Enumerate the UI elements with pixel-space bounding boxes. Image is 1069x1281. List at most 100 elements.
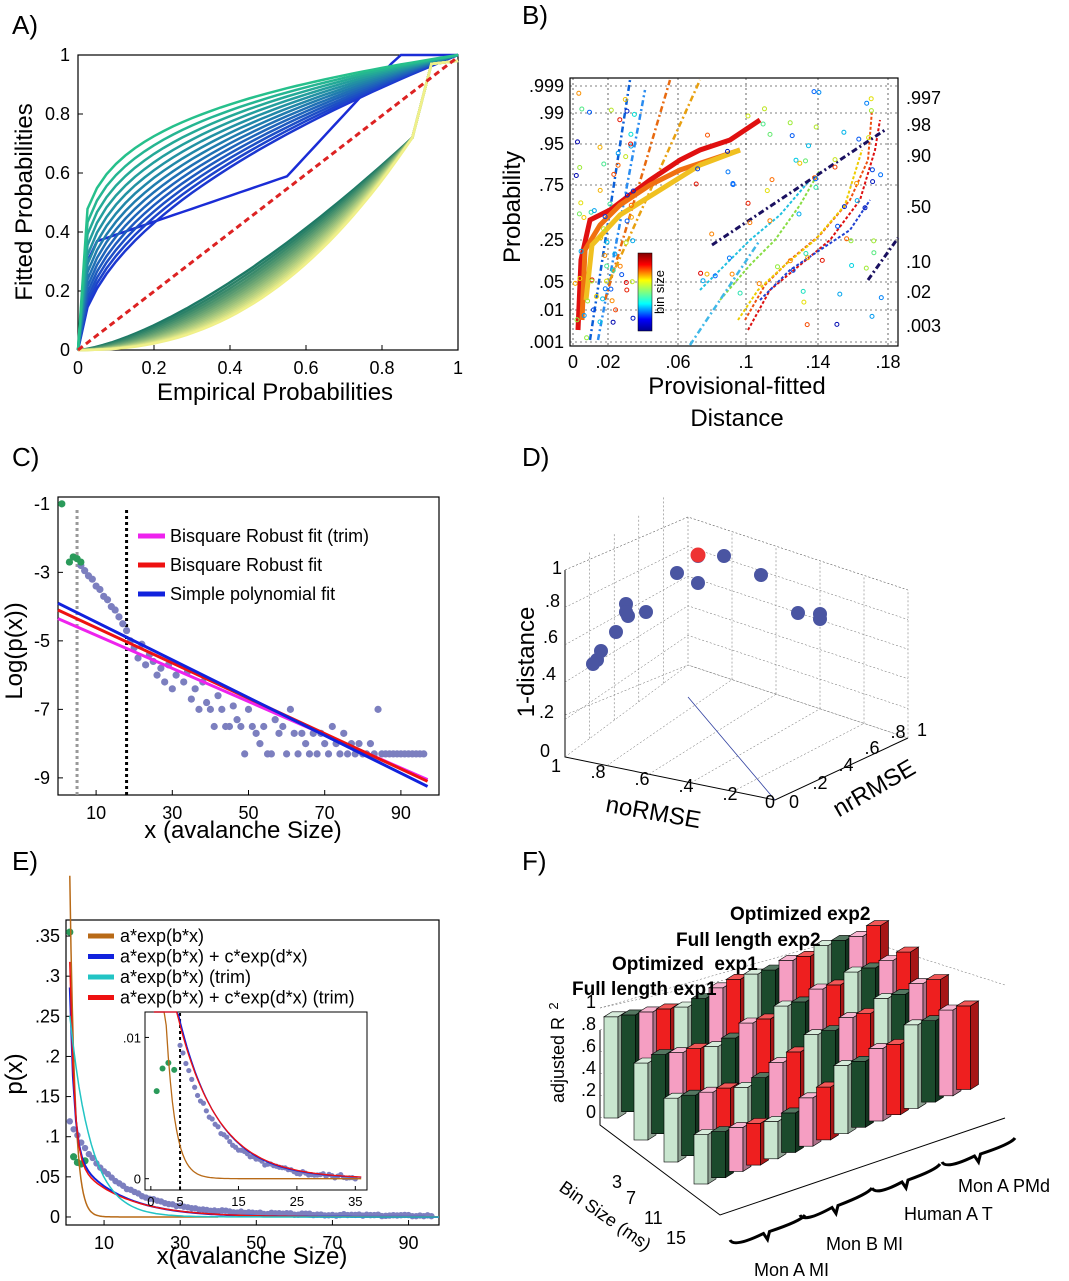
panel-b-point [868,108,874,114]
panel-b-point [869,167,875,173]
panel-f-bar [956,1005,971,1090]
panel-b-point [797,160,803,166]
panel-f-zgrid [599,927,881,1009]
panel-b-point [854,180,860,186]
panel-b-point [841,204,847,210]
panel-b-xtick-label: .1 [738,352,753,372]
panel-f-bin-11: 11 [644,1208,663,1228]
panel-b-point [805,255,811,261]
panel-b: B) 0 .02 .06 .1 .14 .18 .001 .01 .05 .25 .75 .95 .99… [499,0,941,432]
panel-b-point [609,298,615,304]
panel-e-inset-point [209,1116,215,1122]
panel-b-point [624,108,630,114]
panel-b-colorbar [637,252,653,332]
panel-a-curve [76,53,459,351]
panel-e-inset-xtick-label: 15 [231,1194,245,1209]
panel-d-ztick-1: .2 [539,702,554,722]
panel-b-point [623,280,629,285]
panel-b-point [854,198,860,204]
panel-b-point [581,313,587,318]
panel-f-ztick-0: 0 [586,1102,596,1122]
panel-f-bar-top [955,1000,980,1007]
panel-b-xtick-label: .14 [805,352,830,372]
panel-f-dataset-mon-a-mi: Mon A MI [754,1260,829,1280]
panel-c-point [324,750,333,758]
panel-c-point [374,705,382,713]
panel-a-ytick-label: 0.6 [45,163,70,183]
panel-f-bar [651,1054,666,1134]
panel-c-point [103,596,112,604]
panel-f-legend-optimized-exp2: Optimized exp2 [730,904,870,925]
panel-e-inset: 0 5 15 25 35 0 .01 [123,1011,363,1209]
panel-b-grid: 0 .02 .06 .1 .14 .18 .001 .01 .05 .25 .75 .95 .99 .99… [529,76,941,372]
panel-c-data [57,500,429,795]
panel-b-point [837,291,843,297]
panel-b-point [591,208,597,214]
panel-b-point [602,286,608,292]
panel-c-point [81,567,89,575]
panel-c-point [206,705,214,713]
panel-b-point [769,177,775,183]
panel-b-xtick-label: 0 [568,352,578,372]
panel-a-ytick-label: 0.4 [45,222,70,242]
panel-b-ytick-right: .90 [906,146,931,166]
panel-b-point [698,270,704,276]
panel-b-point [811,89,817,95]
panel-f-bar [816,1086,831,1141]
panel-d-box-axes [564,570,909,801]
panel-c-point [302,740,310,748]
panel-a-ylabel: Fitted Probabilities [11,103,38,300]
panel-b-point [600,296,606,302]
panel-e-point [81,1144,89,1152]
panel-d-point [754,568,768,582]
panel-c-point [168,685,176,693]
panel-e-inset-point [180,1050,186,1056]
panel-b-point [604,239,610,245]
panel-f-bar [921,1020,936,1103]
panel-b-xtick-label: .18 [875,352,900,372]
panel-e-ytick-label: .3 [45,966,60,986]
panel-b-point [864,100,870,106]
panel-d-ztick-5: 1 [552,558,562,578]
panel-b-point [760,121,766,127]
panel-f-bar [728,1127,744,1172]
panel-e-ytick-label: .05 [35,1167,60,1187]
panel-c-point [187,695,195,703]
panel-b-point [790,267,796,273]
panel-c-point [210,722,218,731]
panel-c-point [111,606,119,614]
panel-d-point [813,612,827,626]
panel-b-point [631,111,637,117]
panel-b-point [628,141,634,147]
panel-c-ylabel: Log(p(x)) [1,602,28,699]
panel-f-bar-top [715,1082,740,1089]
panel-b-ytick-left: .001 [529,332,564,352]
panel-b-point [775,264,780,270]
panel-b-point [813,124,819,130]
panel-b-point [803,158,808,164]
panel-b-point [726,255,732,261]
panel-b-curve [759,199,871,301]
panel-b-point [585,298,591,304]
panel-b-point [577,276,583,281]
panel-b-point [804,322,810,328]
panel-d-ytick-4: .8 [890,722,905,742]
panel-d-ytick-1: .2 [812,773,827,793]
panel-e-axes: 10 30 50 70 900.05.1.15.2.25.3.35 [35,926,419,1253]
panel-e-point [89,1154,96,1162]
panel-b-point [591,307,596,313]
panel-d-xtick-5: 0 [765,792,775,812]
panel-b-point [573,173,579,178]
panel-d-point [586,657,600,671]
panel-f-axes [599,1030,1006,1216]
panel-a-xtick-label: 0 [73,358,83,378]
panel-c-ytick-label: -9 [34,768,50,788]
panel-c-point [279,722,287,731]
panel-c-point [122,626,131,635]
panel-c-point [161,678,169,686]
panel-b-fit-line [608,79,702,281]
panel-a-xtick-label: 0.6 [293,358,318,378]
panel-e-inset-xtick-label: 35 [348,1194,362,1209]
panel-c-trimmed-point [58,500,66,508]
